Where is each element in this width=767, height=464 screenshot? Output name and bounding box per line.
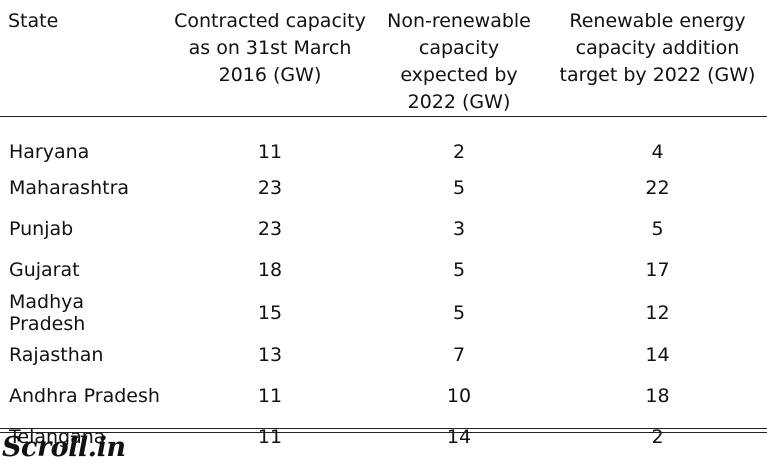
non-renewable-cell: 3 [452,218,466,240]
table-bottom-rule-double [0,432,767,433]
state-cell: Rajasthan [9,344,104,366]
table-row: Gujarat 18 5 17 [0,250,767,291]
header-non-renewable-capacity: Non-renewable capacity expected by 2022 … [387,10,531,113]
non-renewable-cell: 5 [452,259,466,281]
state-cell: Andhra Pradesh [9,385,160,407]
scroll-logo: Scroll.in [2,432,126,463]
renewable-cell: 2 [651,426,664,448]
header-state: State [8,10,59,32]
non-renewable-cell: 7 [452,344,466,366]
renewable-cell: 17 [645,259,670,281]
table-row: Rajasthan 13 7 14 [0,335,767,376]
header-contracted-capacity: Contracted capacity as on 31st March 201… [174,10,366,86]
contracted-cell: 23 [257,177,283,199]
renewable-cell: 14 [645,344,670,366]
non-renewable-cell: 10 [446,385,472,407]
contracted-cell: 15 [257,301,283,324]
table-row: Haryana 11 2 4 [0,117,767,168]
contracted-cell: 18 [257,259,283,281]
table-body: Haryana 11 2 4 Maharashtra 23 5 22 Punja… [0,117,767,458]
non-renewable-cell: 5 [452,301,466,324]
renewable-cell: 22 [645,177,670,199]
table-row: Maharashtra 23 5 22 [0,168,767,209]
table-row: Andhra Pradesh 11 10 18 [0,376,767,417]
non-renewable-cell: 5 [452,177,466,199]
state-cell: Gujarat [9,259,80,281]
non-renewable-cell: 14 [446,426,472,448]
table-bottom-rule [0,428,767,429]
renewable-cell: 5 [651,218,664,240]
renewable-cell: 12 [645,301,670,324]
contracted-cell: 11 [257,385,283,407]
state-cell: Maharashtra [9,177,130,199]
table-header-row: State Contracted capacity as on 31st Mar… [0,0,767,117]
state-cell: Punjab [9,218,74,240]
renewable-cell: 4 [651,141,664,164]
table-row: Madhya Pradesh 15 5 12 [0,291,767,335]
state-cell: Telangana [9,426,106,448]
contracted-cell: 11 [257,426,283,448]
header-renewable-target: Renewable energy capacity addition targe… [559,10,756,86]
state-cell: Haryana [9,141,90,164]
contracted-cell: 11 [257,141,283,164]
table-row: Punjab 23 3 5 [0,209,767,250]
renewable-cell: 18 [645,385,670,407]
contracted-cell: 23 [257,218,283,240]
table-row: Telangana 11 14 2 [0,417,767,458]
non-renewable-cell: 2 [452,141,466,164]
state-cell: Madhya Pradesh [9,290,86,335]
contracted-cell: 13 [257,344,283,366]
